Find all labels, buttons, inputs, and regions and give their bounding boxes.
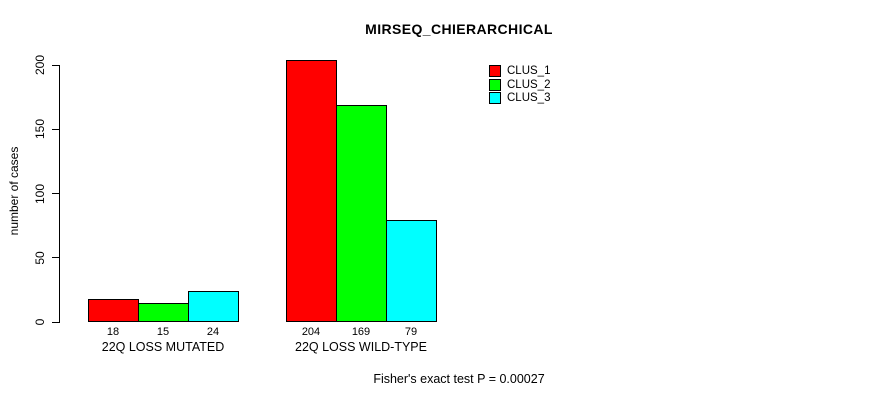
- y-tick-mark: [52, 257, 59, 259]
- legend-item-clus_1: CLUS_1: [489, 64, 550, 78]
- category-label: 22Q LOSS WILD-TYPE: [295, 340, 427, 354]
- y-tick-label: 150: [33, 119, 47, 140]
- y-tick-mark: [52, 64, 59, 66]
- y-tick-label: 200: [33, 54, 47, 76]
- legend-swatch-icon: [489, 78, 501, 91]
- bar-clus_1-group2: [286, 60, 337, 322]
- y-axis-line: [59, 65, 60, 323]
- bar-clus_2-group1: [138, 303, 189, 322]
- bar-clus_3-group1: [188, 291, 239, 322]
- bar-value-label: 204: [301, 326, 321, 338]
- y-tick-label: 50: [33, 251, 47, 265]
- bar-clus_2-group2: [336, 105, 387, 322]
- legend-swatch-icon: [489, 64, 501, 77]
- legend-label: CLUS_1: [507, 64, 551, 77]
- legend-label: CLUS_3: [507, 92, 551, 105]
- y-axis-label: number of cases: [7, 146, 21, 236]
- bar-value-label: 18: [106, 326, 120, 338]
- y-tick-label: 100: [33, 183, 47, 204]
- y-tick-label: 0: [33, 318, 47, 326]
- footer-stat-text: Fisher's exact test P = 0.00027: [373, 372, 545, 386]
- y-tick-mark: [52, 128, 59, 130]
- chart-title: MIRSEQ_CHIERARCHICAL: [365, 21, 553, 37]
- legend: CLUS_1 CLUS_2 CLUS_3: [489, 64, 550, 105]
- bar-value-label: 15: [156, 326, 170, 338]
- legend-item-clus_3: CLUS_3: [489, 92, 550, 106]
- category-label: 22Q LOSS MUTATED: [101, 340, 225, 354]
- bar-value-label: 169: [351, 326, 371, 338]
- y-tick-mark: [52, 193, 59, 194]
- legend-label: CLUS_2: [507, 78, 551, 91]
- y-tick-mark: [52, 321, 59, 323]
- legend-item-clus_2: CLUS_2: [489, 78, 550, 92]
- bar-value-label: 24: [206, 326, 220, 338]
- legend-swatch-icon: [489, 92, 501, 105]
- bar-value-label: 79: [404, 326, 418, 338]
- bar-clus_3-group2: [386, 220, 437, 322]
- bar-clus_1-group1: [88, 299, 139, 322]
